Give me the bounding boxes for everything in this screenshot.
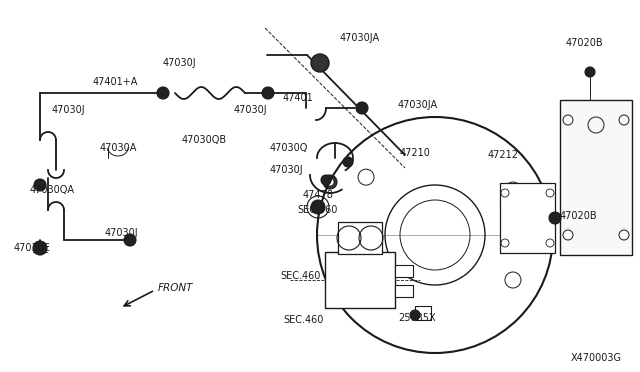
Text: 47030A: 47030A xyxy=(100,143,138,153)
Circle shape xyxy=(311,200,325,214)
Bar xyxy=(395,265,413,277)
Circle shape xyxy=(311,54,329,72)
Text: 47030Q: 47030Q xyxy=(270,143,308,153)
Text: 47030J: 47030J xyxy=(163,58,196,68)
Text: 47030JA: 47030JA xyxy=(340,33,380,43)
Circle shape xyxy=(34,179,46,191)
Text: 25085X: 25085X xyxy=(398,313,436,323)
Circle shape xyxy=(124,234,136,246)
Text: SEC.460: SEC.460 xyxy=(283,315,323,325)
Text: 47030J: 47030J xyxy=(52,105,86,115)
Circle shape xyxy=(262,87,274,99)
Text: 47030E: 47030E xyxy=(14,243,51,253)
Text: 47401+A: 47401+A xyxy=(93,77,138,87)
Text: 47030QA: 47030QA xyxy=(30,185,75,195)
Circle shape xyxy=(410,310,420,320)
Circle shape xyxy=(549,212,561,224)
Circle shape xyxy=(157,87,169,99)
Text: 47030J: 47030J xyxy=(270,165,303,175)
Text: 47020B: 47020B xyxy=(566,38,604,48)
Circle shape xyxy=(323,175,337,189)
Bar xyxy=(395,285,413,297)
Circle shape xyxy=(33,241,47,255)
Text: SEC.460: SEC.460 xyxy=(280,271,321,281)
Text: 47030J: 47030J xyxy=(234,105,268,115)
Text: 47401: 47401 xyxy=(283,93,314,103)
Text: 47212: 47212 xyxy=(488,150,519,160)
Bar xyxy=(415,306,431,320)
Bar xyxy=(560,100,632,255)
Text: 47030J: 47030J xyxy=(105,228,139,238)
Circle shape xyxy=(314,59,326,71)
Bar xyxy=(325,252,395,308)
Circle shape xyxy=(343,157,353,167)
Text: 47030JA: 47030JA xyxy=(398,100,438,110)
Circle shape xyxy=(585,67,595,77)
Text: 47030QB: 47030QB xyxy=(182,135,227,145)
Text: 47210: 47210 xyxy=(400,148,431,158)
Text: FRONT: FRONT xyxy=(158,283,193,293)
Text: X470003G: X470003G xyxy=(571,353,622,363)
Circle shape xyxy=(356,102,368,114)
Text: 47478: 47478 xyxy=(303,190,334,200)
Text: SEC.460: SEC.460 xyxy=(297,205,337,215)
Bar xyxy=(500,183,555,253)
Bar xyxy=(338,222,382,254)
Circle shape xyxy=(326,178,334,186)
Circle shape xyxy=(321,175,331,185)
Text: 47020B: 47020B xyxy=(560,211,598,221)
